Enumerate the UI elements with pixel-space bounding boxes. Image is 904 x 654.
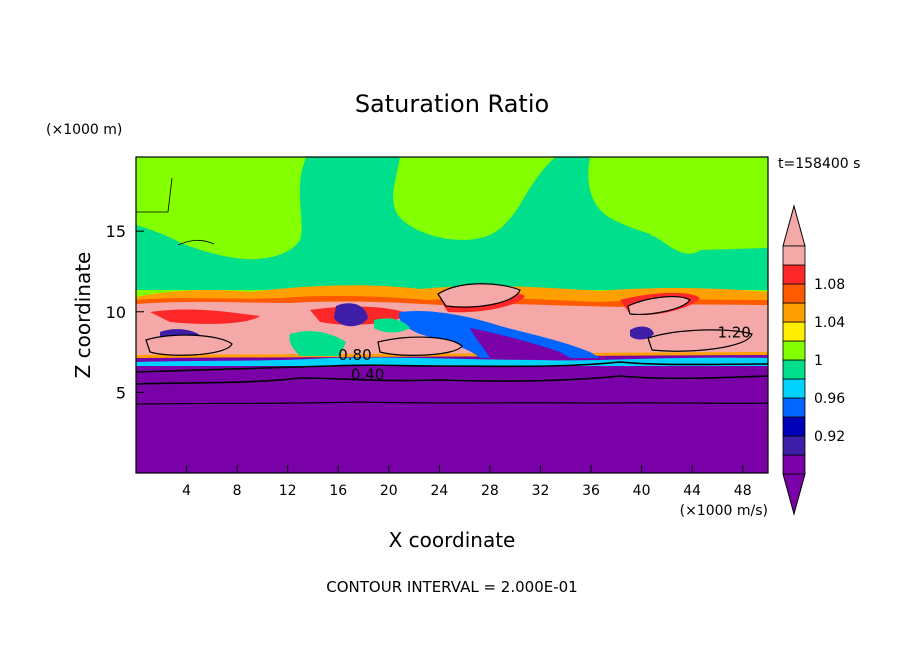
chart-title: Saturation Ratio	[355, 90, 549, 118]
x-tick-label: 48	[734, 483, 752, 499]
x-axis-title: X coordinate	[389, 528, 516, 552]
contour-lower	[136, 401, 768, 405]
y-tick-label: 5	[116, 383, 126, 402]
y-axis-ticks: 5 10 15	[106, 222, 144, 402]
colorbar-swatch	[782, 378, 806, 399]
colorbar-swatch	[782, 321, 806, 342]
time-label: t=158400 s	[778, 156, 860, 172]
colorbar-label: 0.96	[814, 391, 845, 407]
colorbar-swatch	[782, 264, 806, 285]
contour-label: 0.80	[338, 346, 371, 364]
colorbar-label: 1	[814, 353, 823, 369]
x-tick-label: 16	[329, 483, 347, 499]
x-tick-label: 24	[430, 483, 448, 499]
x-tick-label: 28	[481, 483, 499, 499]
x-tick-label: 20	[380, 483, 398, 499]
x-tick-label: 12	[279, 483, 297, 499]
x-tick-label: 36	[582, 483, 600, 499]
colorbar-label: 1.08	[814, 277, 845, 293]
colorbar-swatch	[782, 283, 806, 304]
contour-interval-note: CONTOUR INTERVAL = 2.000E-01	[326, 578, 577, 596]
cloud-core-patches	[150, 290, 700, 325]
dry-intrusion-core	[470, 328, 570, 358]
x-unit-label: (×1000 m/s)	[680, 503, 768, 519]
dry-intrusion-blue	[399, 310, 600, 358]
colorbar-swatch	[782, 340, 806, 361]
stable-layer-edge	[136, 357, 768, 366]
contour-label: 1.20	[717, 324, 750, 342]
contour-label: 0.40	[351, 365, 384, 383]
contour-1.20-regions	[145, 283, 753, 356]
colorbar-label: 0.92	[814, 429, 845, 445]
colorbar-extend-max	[782, 204, 806, 247]
colorbar-swatch	[782, 359, 806, 380]
colorbar-swatch	[782, 245, 806, 266]
upper-contour	[136, 177, 215, 246]
x-tick-label: 40	[633, 483, 651, 499]
y-unit-label: (×1000 m)	[46, 122, 122, 138]
contour-0.40	[136, 375, 768, 385]
colorbar-swatch	[782, 416, 806, 437]
colorbar-extend-min	[782, 473, 806, 516]
colorbar-swatch	[782, 435, 806, 456]
x-tick-label: 44	[683, 483, 701, 499]
plot-frame	[135, 156, 769, 474]
contour-0.80	[136, 361, 768, 373]
x-axis-ticks: 4 8 12 16 20 24 28 32 36 40 44 48	[182, 465, 752, 499]
x-tick-label: 32	[532, 483, 550, 499]
colorbar: 0.92 0.96 1 1.04 1.08	[782, 204, 845, 516]
y-tick-label: 10	[106, 303, 126, 322]
y-tick-label: 15	[106, 222, 126, 241]
plot-area	[136, 157, 768, 473]
x-tick-label: 8	[233, 483, 242, 499]
x-tick-label: 4	[182, 483, 191, 499]
colorbar-label: 1.04	[814, 315, 845, 331]
cloud-edge-green	[289, 318, 410, 356]
colorbar-swatch	[782, 454, 806, 475]
y-axis-title: Z coordinate	[71, 252, 95, 379]
upper-cool-region	[136, 157, 768, 290]
colorbar-swatch	[782, 397, 806, 418]
upper-moist-patch	[650, 224, 705, 254]
contour-labels: 0.800.40 1.20	[338, 324, 751, 384]
colorbar-swatch	[782, 302, 806, 323]
